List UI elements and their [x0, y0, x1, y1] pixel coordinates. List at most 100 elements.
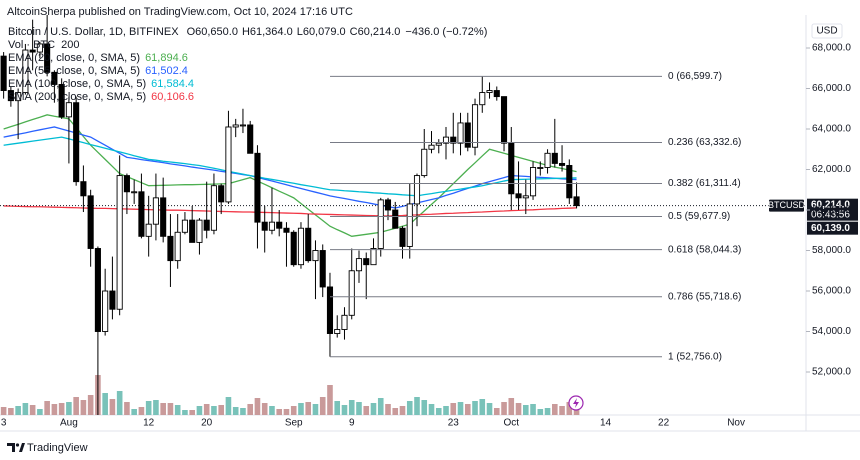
candle-body: [479, 92, 486, 106]
change: −436.0 (−0.72%): [405, 26, 487, 38]
y-tick-label: 58,000.0: [812, 245, 851, 256]
volume-bar: [537, 409, 544, 415]
volume-bar: [464, 404, 471, 415]
volume-bar: [66, 402, 72, 415]
volume-bar: [211, 406, 217, 415]
x-tick-label: 9: [349, 418, 355, 429]
fib-label: 1 (52,756.0): [668, 351, 722, 362]
volume-bar: [131, 409, 137, 415]
fib-label: 0.786 (55,718.6): [668, 291, 741, 302]
ma-value: 61,584.4: [151, 78, 194, 90]
candle-body: [7, 90, 14, 102]
candle-body: [508, 142, 515, 195]
candle-body: [341, 314, 348, 330]
overlay: 0 (66,599.7) 0.236 (63,332.6) 0.382 (61,31…: [8, 26, 858, 362]
x-tick-label: 23: [448, 418, 460, 429]
x-tick-label: Nov: [727, 418, 745, 429]
volume-bar: [153, 400, 159, 415]
candle-body: [355, 258, 363, 272]
ohlc-legend-value: L60,079.0: [297, 26, 346, 38]
candle-body: [189, 219, 196, 243]
volume-bar: [457, 402, 464, 415]
volume-bar: [138, 407, 145, 415]
volume-bar: [276, 409, 283, 415]
candle-body: [406, 203, 413, 247]
candle-body: [51, 71, 58, 85]
volume-legend: Vol · BTC 200: [8, 39, 79, 51]
volume-bar: [0, 407, 7, 415]
countdown: 06:43:56: [811, 209, 850, 220]
volume-bar: [51, 404, 58, 415]
volume-bar: [29, 405, 36, 415]
candle-body: [566, 165, 573, 199]
candle-body: [58, 84, 65, 118]
ma-line: [3, 126, 577, 209]
symbol-legend: Bitcoin / U.S. Dollar, 1D, BITFINEX O60,6…: [8, 26, 487, 38]
volume-pane: [0, 375, 580, 415]
candle-body: [254, 152, 261, 223]
candle-body: [529, 167, 537, 197]
candle-body: [558, 162, 566, 166]
candle-body: [0, 55, 7, 91]
candle-body: [464, 122, 471, 148]
ma-line: [3, 205, 577, 217]
x-tick-label: 14: [600, 418, 612, 429]
volume-bar: [508, 398, 515, 415]
volume-bar: [15, 406, 21, 415]
candle-body: [297, 227, 305, 266]
volume-bar: [334, 401, 341, 415]
volume-bar: [573, 407, 580, 415]
volume-bar: [58, 403, 65, 415]
y-tick-label: 64,000.0: [812, 124, 851, 135]
candle-body: [181, 219, 188, 233]
candle-body: [457, 122, 464, 144]
volume-bar: [370, 403, 377, 415]
volume-bar: [348, 400, 355, 415]
candle-body: [247, 124, 254, 154]
volume-bar: [203, 404, 210, 415]
volume-bar: [406, 401, 413, 415]
volume-bar: [189, 410, 195, 415]
volume-bar: [559, 406, 565, 415]
volume-bar: [269, 406, 275, 415]
volume-bar: [109, 399, 116, 415]
volume-bar: [116, 391, 123, 415]
candle-body: [276, 221, 283, 229]
events-icon[interactable]: [568, 395, 584, 411]
volume-bar: [493, 408, 500, 415]
volume-bar: [443, 406, 449, 415]
candle-body: [268, 221, 276, 231]
candle-body: [152, 197, 159, 225]
volume-bar: [174, 405, 181, 415]
x-tick-label: Sep: [285, 418, 303, 429]
ma-name: EMA (55, close, 0, SMA, 5): [8, 65, 140, 77]
volume-bar: [218, 405, 224, 415]
candle-body: [348, 270, 355, 316]
candle-body: [544, 152, 551, 168]
volume-bar: [298, 403, 304, 415]
symbol-badge: [769, 199, 804, 212]
fib-label: 0.5 (59,677.9): [668, 211, 730, 222]
volume-bar: [399, 406, 406, 415]
volume-bar: [124, 402, 130, 415]
candle-body: [450, 136, 457, 144]
fib-label: 0.618 (58,044.3): [668, 244, 741, 255]
candle-body: [239, 124, 247, 127]
volume-bar: [356, 402, 362, 415]
volume-bar: [327, 385, 333, 415]
candle-body: [500, 96, 508, 144]
ma-legend: EMA (20, close, 0, SMA, 5) 61,894.6: [8, 52, 188, 64]
volume-bar: [305, 402, 312, 415]
volume-bar: [247, 404, 254, 415]
candle-body: [551, 152, 558, 164]
candle-body: [29, 49, 36, 53]
x-tick-label: 3: [1, 418, 7, 429]
volume-bar: [44, 401, 50, 415]
volume-bar: [363, 406, 370, 415]
ma-value: 61,894.6: [145, 52, 188, 64]
volume-bar: [37, 409, 43, 415]
y-tick-label: 60,000.0: [812, 205, 851, 216]
candle-body: [73, 102, 80, 183]
volume-bar: [392, 408, 399, 415]
volume-bar: [377, 398, 384, 415]
